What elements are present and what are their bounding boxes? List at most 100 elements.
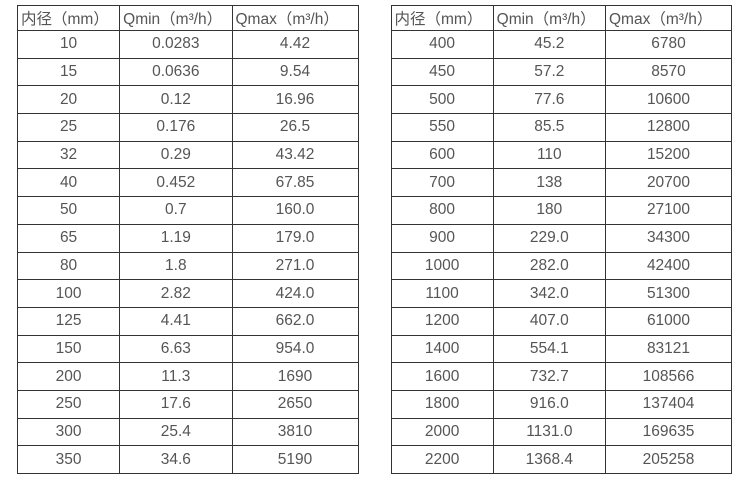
table-cell: 0.7 [119, 196, 233, 225]
table-cell: 554.1 [492, 334, 607, 364]
column-header: Qmin（m³/h） [119, 5, 233, 31]
table-cell: 424.0 [231, 279, 359, 308]
table-cell: 1800 [390, 389, 494, 419]
table-cell: 550 [390, 113, 494, 142]
table-row: 40 0.452 67.85 [16, 168, 359, 198]
table-cell: 1.19 [119, 223, 233, 253]
table-cell: 34300 [605, 223, 732, 253]
table-row: 400 45.2 6780 [390, 30, 732, 59]
table-cell: 4.42 [231, 30, 359, 59]
table-row: 80 1.8 271.0 [16, 251, 359, 281]
table-row: 350 34.6 5190 [16, 445, 359, 474]
column-header: Qmax（m³/h） [231, 5, 359, 31]
table-cell: 800 [390, 196, 494, 225]
table-cell: 100 [16, 279, 121, 308]
table-cell: 662.0 [231, 306, 359, 336]
table-cell: 350 [16, 445, 121, 474]
table-cell: 2.82 [119, 279, 233, 308]
table-cell: 20700 [605, 168, 732, 198]
table-cell: 2650 [231, 389, 359, 419]
table-row: 300 25.4 3810 [16, 417, 359, 447]
table-row: 2000 1131.0 169635 [390, 417, 732, 447]
table-cell: 27100 [605, 196, 732, 225]
table-row: 1800 916.0 137404 [390, 389, 732, 419]
table-cell: 17.6 [119, 389, 233, 419]
table-cell: 83121 [605, 334, 732, 364]
table-cell: 205258 [605, 445, 732, 474]
table-cell: 2200 [390, 445, 494, 474]
table-cell: 34.6 [119, 445, 233, 474]
table-cell: 1400 [390, 334, 494, 364]
table-cell: 11.3 [119, 362, 233, 391]
table-cell: 450 [390, 57, 494, 87]
table-row: 50 0.7 160.0 [16, 196, 359, 225]
table-cell: 16.96 [231, 85, 359, 115]
table-row: 20 0.12 16.96 [16, 85, 359, 115]
table-cell: 26.5 [231, 113, 359, 142]
table-row: 900 229.0 34300 [390, 223, 732, 253]
table-row: 1600 732.7 108566 [390, 362, 732, 391]
table-cell: 271.0 [231, 251, 359, 281]
table-cell: 0.29 [119, 140, 233, 170]
table-cell: 1.8 [119, 251, 233, 281]
table-cell: 160.0 [231, 196, 359, 225]
table-cell: 65 [16, 223, 121, 253]
table-row: 1100 342.0 51300 [390, 279, 732, 308]
table-cell: 10600 [605, 85, 732, 115]
table-row: 32 0.29 43.42 [16, 140, 359, 170]
table-row: 2200 1368.4 205258 [390, 445, 732, 474]
table-row: 125 4.41 662.0 [16, 306, 359, 336]
table-cell: 0.0283 [119, 30, 233, 59]
table-cell: 15200 [605, 140, 732, 170]
table-cell: 61000 [605, 306, 732, 336]
table-cell: 4.41 [119, 306, 233, 336]
table-cell: 1000 [390, 251, 494, 281]
table-cell: 8570 [605, 57, 732, 87]
table-cell: 900 [390, 223, 494, 253]
table-row: 15 0.0636 9.54 [16, 57, 359, 87]
table-cell: 15 [16, 57, 121, 87]
table-cell: 32 [16, 140, 121, 170]
table-cell: 1600 [390, 362, 494, 391]
table-cell: 300 [16, 417, 121, 447]
table-row: 100 2.82 424.0 [16, 279, 359, 308]
table-row: 500 77.6 10600 [390, 85, 732, 115]
table-cell: 150 [16, 334, 121, 364]
table-cell: 700 [390, 168, 494, 198]
table-cell: 12800 [605, 113, 732, 142]
table-cell: 51300 [605, 279, 732, 308]
table-row: 10 0.0283 4.42 [16, 30, 359, 59]
table-cell: 3810 [231, 417, 359, 447]
table-cell: 1200 [390, 306, 494, 336]
table-cell: 108566 [605, 362, 732, 391]
table-cell: 9.54 [231, 57, 359, 87]
table-row: 450 57.2 8570 [390, 57, 732, 87]
table-cell: 600 [390, 140, 494, 170]
table-cell: 250 [16, 389, 121, 419]
table-row: 250 17.6 2650 [16, 389, 359, 419]
table-cell: 50 [16, 196, 121, 225]
table-cell: 180 [492, 196, 607, 225]
table-row: 800 180 27100 [390, 196, 732, 225]
table-cell: 42400 [605, 251, 732, 281]
table-cell: 1368.4 [492, 445, 607, 474]
table-cell: 6.63 [119, 334, 233, 364]
table-cell: 342.0 [492, 279, 607, 308]
table-row: 65 1.19 179.0 [16, 223, 359, 253]
table-cell: 1131.0 [492, 417, 607, 447]
table-cell: 500 [390, 85, 494, 115]
table-cell: 179.0 [231, 223, 359, 253]
column-header: Qmin（m³/h） [492, 5, 607, 31]
table-cell: 200 [16, 362, 121, 391]
table-row: 150 6.63 954.0 [16, 334, 359, 364]
header-row: 内径（mm） Qmin（m³/h） Qmax（m³/h） [16, 5, 359, 31]
table-cell: 125 [16, 306, 121, 336]
table-cell: 67.85 [231, 168, 359, 198]
table-cell: 1690 [231, 362, 359, 391]
table-cell: 407.0 [492, 306, 607, 336]
table-row: 550 85.5 12800 [390, 113, 732, 142]
flow-spec-table-right: 内径（mm） Qmin（m³/h） Qmax（m³/h） 400 45.2 6780 450… [390, 5, 732, 474]
table-cell: 137404 [605, 389, 732, 419]
table-row: 1200 407.0 61000 [390, 306, 732, 336]
